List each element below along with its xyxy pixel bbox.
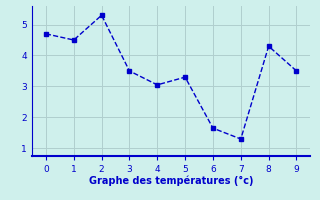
- X-axis label: Graphe des températures (°c): Graphe des températures (°c): [89, 175, 253, 186]
